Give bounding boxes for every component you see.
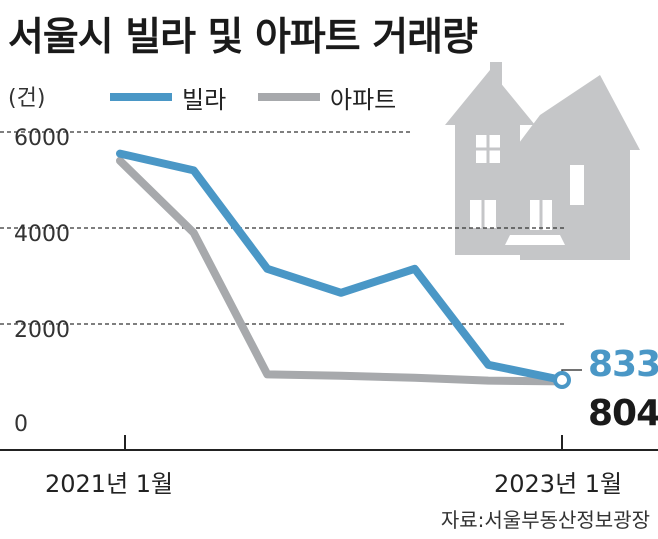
legend-label-villa: 빌라 bbox=[182, 85, 227, 114]
end-point-marker bbox=[553, 371, 571, 390]
y-tick-label-4000: 4000 bbox=[14, 222, 70, 247]
chart-title: 서울시 빌라 및 아파트 거래량 bbox=[8, 15, 478, 60]
series-line-villa bbox=[116, 149, 566, 384]
house-window-frames bbox=[476, 135, 543, 230]
y-tick-label-2000: 2000 bbox=[14, 318, 70, 343]
legend-label-apartment: 아파트 bbox=[330, 85, 397, 114]
source-note: 자료:서울부동산정보광장 bbox=[440, 508, 650, 532]
legend-entry-apartment: 아파트 bbox=[258, 84, 396, 114]
x-tick-label-start: 2021년 1월 bbox=[45, 470, 174, 498]
y-tick-label-0: 0 bbox=[14, 412, 28, 437]
end-label-apartment: 804 bbox=[588, 393, 658, 434]
legend-swatch-apartment bbox=[258, 93, 320, 101]
y-axis-unit: (건) bbox=[8, 86, 46, 111]
y-tick-label-6000: 6000 bbox=[14, 126, 70, 151]
legend-entry-villa: 빌라 bbox=[110, 84, 226, 114]
end-label-villa: 833 bbox=[588, 344, 658, 385]
x-tick-label-end: 2023년 1월 bbox=[494, 470, 623, 498]
series-line-apartment bbox=[116, 156, 566, 386]
house-illustration bbox=[445, 62, 640, 260]
legend-swatch-villa bbox=[110, 93, 172, 101]
gridlines bbox=[0, 131, 565, 325]
